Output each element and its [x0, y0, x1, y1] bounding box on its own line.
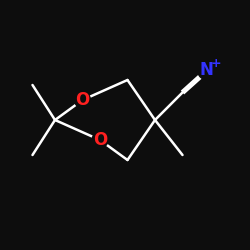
- Text: +: +: [210, 57, 221, 70]
- Text: O: O: [93, 131, 107, 149]
- Text: O: O: [76, 91, 90, 109]
- Circle shape: [74, 92, 90, 108]
- Circle shape: [198, 60, 218, 80]
- Text: N: N: [199, 61, 213, 79]
- Circle shape: [92, 132, 108, 148]
